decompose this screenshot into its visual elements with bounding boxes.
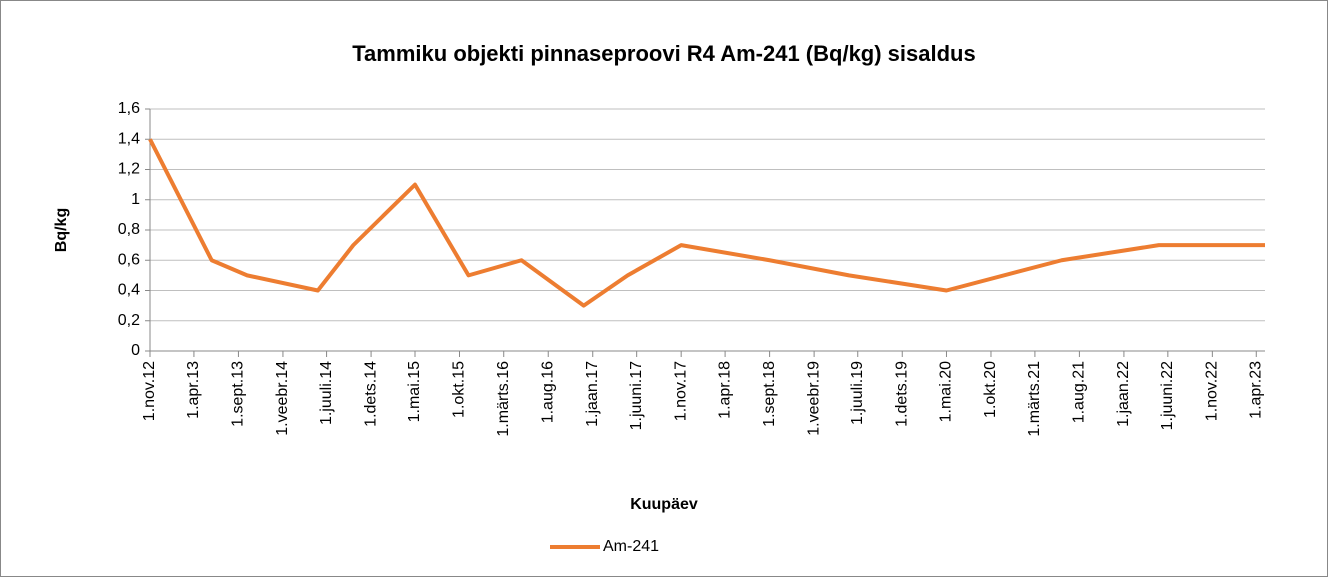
x-tick-label: 1.juuli.14 <box>318 361 335 425</box>
x-tick-label: 1.apr.23 <box>1247 361 1264 419</box>
x-tick-label: 1.nov.17 <box>672 361 689 421</box>
y-tick-label: 0,8 <box>118 221 140 238</box>
x-tick-label: 1.jaan.22 <box>1115 361 1132 427</box>
chart-title: Tammiku objekti pinnaseproovi R4 Am-241 … <box>352 41 975 66</box>
y-tick-label: 1,4 <box>118 130 140 147</box>
x-tick-label: 1.dets.19 <box>893 361 910 427</box>
x-tick-label: 1.aug.16 <box>539 361 556 423</box>
x-tick-label: 1.aug.21 <box>1071 361 1088 423</box>
legend-label: Am-241 <box>603 538 659 555</box>
x-tick-label: 1.veebr.19 <box>805 361 822 436</box>
y-tick-label: 0 <box>131 342 140 359</box>
y-tick-label: 0,2 <box>118 312 140 329</box>
data-line <box>148 138 1265 308</box>
x-tick-label: 1.juuni.22 <box>1159 361 1176 430</box>
x-tick-label: 1.mai.20 <box>938 361 955 422</box>
x-tick-label: 1.mai.15 <box>406 361 423 422</box>
x-tick-label: 1.märts.16 <box>495 361 512 437</box>
x-tick-label: 1.juuni.17 <box>628 361 645 430</box>
x-tick-label: 1.apr.18 <box>716 361 733 419</box>
x-tick-label: 1.dets.14 <box>362 361 379 427</box>
x-tick-label: 1.nov.22 <box>1204 361 1221 421</box>
x-tick-label: 1.märts.21 <box>1026 361 1043 437</box>
y-tick-label: 1 <box>131 191 140 208</box>
y-tick-label: 0,4 <box>118 282 140 299</box>
x-tick-label: 1.sept.18 <box>761 361 778 427</box>
y-tick-label: 1,2 <box>118 161 140 178</box>
y-tick-label: 1,6 <box>118 100 140 117</box>
y-tick-label: 0,6 <box>118 251 140 268</box>
x-tick-label: 1.veebr.14 <box>274 361 291 436</box>
x-axis-title: Kuupäev <box>630 496 698 513</box>
x-tick-label: 1.sept.13 <box>230 361 247 427</box>
x-tick-label: 1.okt.15 <box>451 361 468 418</box>
x-tick-label: 1.jaan.17 <box>584 361 601 427</box>
x-tick-label: 1.okt.20 <box>982 361 999 418</box>
x-tick-label: 1.nov.12 <box>141 361 158 421</box>
y-axis-title: Bq/kg <box>53 208 70 252</box>
x-tick-label: 1.apr.13 <box>185 361 202 419</box>
x-tick-label: 1.juuli.19 <box>849 361 866 425</box>
